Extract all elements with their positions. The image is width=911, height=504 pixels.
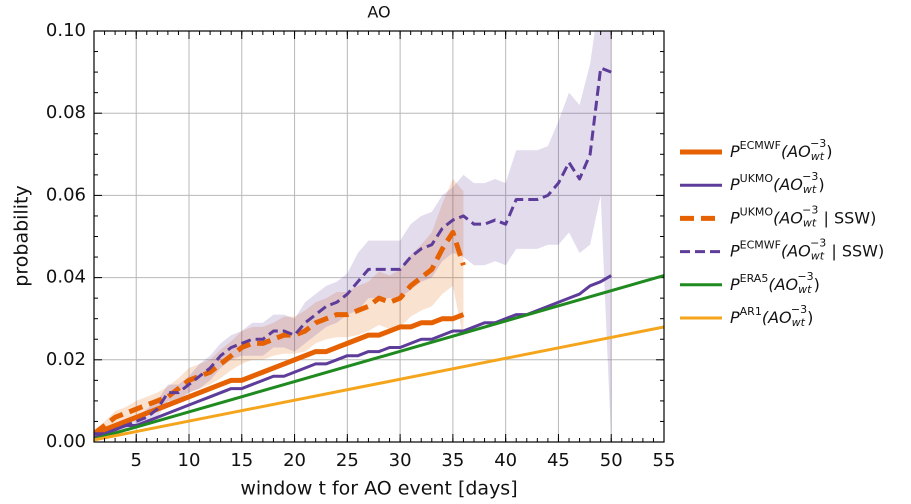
confidence-band xyxy=(94,178,464,438)
legend-label: PERA5(AOwt−3) xyxy=(730,270,820,296)
data-line xyxy=(94,274,664,441)
y-tick-label: 0.06 xyxy=(46,184,86,205)
data-line xyxy=(94,229,466,436)
x-tick-label: 25 xyxy=(336,450,359,471)
x-tick-label: 5 xyxy=(130,450,141,471)
legend-label: PECMWF(AOwt−3 | SSW) xyxy=(730,237,884,263)
data-line xyxy=(94,66,612,436)
y-axis-label: probability xyxy=(11,185,33,286)
x-tick-label: 30 xyxy=(389,450,412,471)
x-tick-label: 10 xyxy=(178,450,201,471)
plot-frame xyxy=(93,30,665,443)
y-tick-label: 0.04 xyxy=(46,267,86,288)
data-line xyxy=(94,325,664,442)
plot-area xyxy=(94,31,664,442)
legend-label: PECMWF(AOwt−3) xyxy=(730,137,833,163)
legend-label: PAR1(AOwt−3) xyxy=(730,303,813,329)
x-tick-label: 50 xyxy=(600,450,623,471)
legend-label: PUKMO(AOwt−3) xyxy=(730,170,825,196)
y-tick-label: 0.02 xyxy=(46,349,86,370)
x-axis-label: window t for AO event [days] xyxy=(240,478,517,500)
x-tick-label: 55 xyxy=(653,450,676,471)
y-tick-label: 0.00 xyxy=(46,431,86,452)
x-tick-label: 45 xyxy=(547,450,570,471)
x-tick-label: 15 xyxy=(230,450,253,471)
legend-label: PUKMO(AOwt−3 | SSW) xyxy=(730,203,876,229)
confidence-band xyxy=(94,31,612,442)
x-tick-label: 40 xyxy=(494,450,517,471)
chart-title: AO xyxy=(367,3,390,22)
y-tick-label: 0.08 xyxy=(46,102,86,123)
x-tick-label: 20 xyxy=(283,450,306,471)
y-tick-label: 0.10 xyxy=(46,20,86,41)
x-tick-label: 35 xyxy=(441,450,464,471)
